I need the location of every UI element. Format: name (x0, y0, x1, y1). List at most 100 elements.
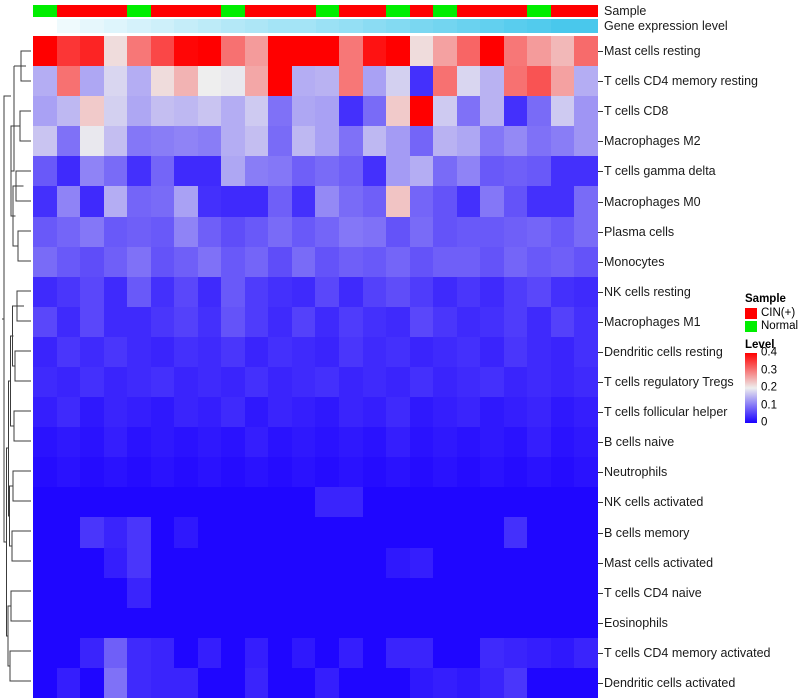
heatmap-cell (339, 577, 363, 608)
heatmap-cell (80, 306, 104, 337)
heatmap-cell (80, 607, 104, 638)
heatmap-cell (480, 547, 504, 578)
heatmap-cell (197, 276, 222, 307)
heatmap-cell (221, 306, 245, 337)
legend-sample-item: Normal (745, 320, 800, 332)
heatmap-cell (315, 216, 340, 247)
heatmap-cell (33, 427, 57, 458)
sample-annotation-cell (339, 5, 363, 17)
heatmap-cell (386, 397, 410, 428)
row-tick (598, 201, 603, 203)
heatmap-cell (480, 306, 504, 337)
heatmap-cell (174, 156, 198, 187)
heatmap-cell (503, 487, 528, 518)
heatmap-cell (244, 36, 269, 67)
heatmap-cell (291, 577, 316, 608)
heatmap-cell (315, 427, 340, 458)
heatmap-cell (150, 637, 175, 668)
heatmap-cell (503, 457, 528, 488)
heatmap-cell (480, 276, 504, 307)
row-label: T cells gamma delta (604, 164, 716, 179)
row-label: Neutrophils (604, 465, 668, 480)
heatmap-cell (362, 457, 387, 488)
heatmap-cell (80, 126, 104, 157)
heatmap-cell (386, 156, 410, 187)
heatmap-cell (409, 156, 434, 187)
row-label: T cells CD4 naive (604, 585, 702, 600)
heatmap-cell (480, 517, 504, 548)
row-tick (598, 351, 603, 353)
heatmap-cell (527, 96, 551, 127)
heatmap-cell (433, 607, 457, 638)
heatmap-cell (103, 367, 128, 398)
heatmap-cell (362, 397, 387, 428)
heatmap-cell (197, 577, 222, 608)
heatmap-cell (456, 637, 481, 668)
heatmap-cell (268, 336, 292, 367)
heatmap-cell (362, 547, 387, 578)
heatmap-cell (433, 276, 457, 307)
heatmap-cell (527, 276, 551, 307)
heatmap-cell (174, 517, 198, 548)
heatmap-cell (221, 96, 245, 127)
heatmap-cell (386, 246, 410, 277)
heatmap-cell (291, 517, 316, 548)
row-tick (598, 81, 603, 83)
heatmap-cell (33, 246, 57, 277)
heatmap-cell (339, 547, 363, 578)
heatmap-cell (150, 276, 175, 307)
heatmap-cell (150, 246, 175, 277)
heatmap-cell (456, 36, 481, 67)
row-tick (598, 231, 603, 233)
heatmap-cell (103, 607, 128, 638)
heatmap-cell (80, 667, 104, 698)
heatmap-cell (550, 186, 575, 217)
heatmap-cell (362, 96, 387, 127)
heatmap-cell (527, 607, 551, 638)
heatmap-cell (56, 336, 81, 367)
heatmap-cell (221, 517, 245, 548)
heatmap-cell (80, 156, 104, 187)
legend-swatch (745, 320, 757, 332)
heatmap-cell (244, 156, 269, 187)
heatmap-cell (574, 276, 598, 307)
sample-annotation-cell (456, 5, 481, 17)
heatmap-cell (362, 306, 387, 337)
heatmap-cell (56, 577, 81, 608)
heatmap-cell (291, 276, 316, 307)
heatmap-cell (174, 487, 198, 518)
heatmap-cell (339, 457, 363, 488)
heatmap-cell (127, 96, 151, 127)
gene-expression-annotation-cell (292, 19, 316, 33)
heatmap-cell (480, 96, 504, 127)
heatmap-cell (409, 457, 434, 488)
row-label: Macrophages M2 (604, 134, 701, 149)
heatmap-cell (174, 667, 198, 698)
heatmap-cell (527, 367, 551, 398)
heatmap-cell (315, 306, 340, 337)
heatmap-cell (433, 367, 457, 398)
sample-annotation-cell (221, 5, 245, 17)
heatmap-cell (409, 186, 434, 217)
heatmap-cell (197, 246, 222, 277)
heatmap-cell (291, 457, 316, 488)
heatmap-cell (433, 216, 457, 247)
heatmap-cell (80, 397, 104, 428)
heatmap-cell (174, 246, 198, 277)
heatmap-cell (527, 156, 551, 187)
heatmap-cell (56, 156, 81, 187)
heatmap-cell (315, 487, 340, 518)
heatmap-cell (574, 336, 598, 367)
heatmap-cell (409, 517, 434, 548)
row-tick (598, 321, 603, 323)
row-tick (598, 382, 603, 384)
sample-annotation-cell (386, 5, 410, 17)
legend-level-ticks: 0.4 0.3 0.2 0.1 0 (761, 347, 791, 429)
heatmap-cell (527, 246, 551, 277)
heatmap-cell (550, 427, 575, 458)
heatmap-cell (80, 427, 104, 458)
heatmap-cell (197, 336, 222, 367)
heatmap-cell (244, 607, 269, 638)
heatmap-cell (56, 186, 81, 217)
row-label: Macrophages M0 (604, 194, 701, 209)
